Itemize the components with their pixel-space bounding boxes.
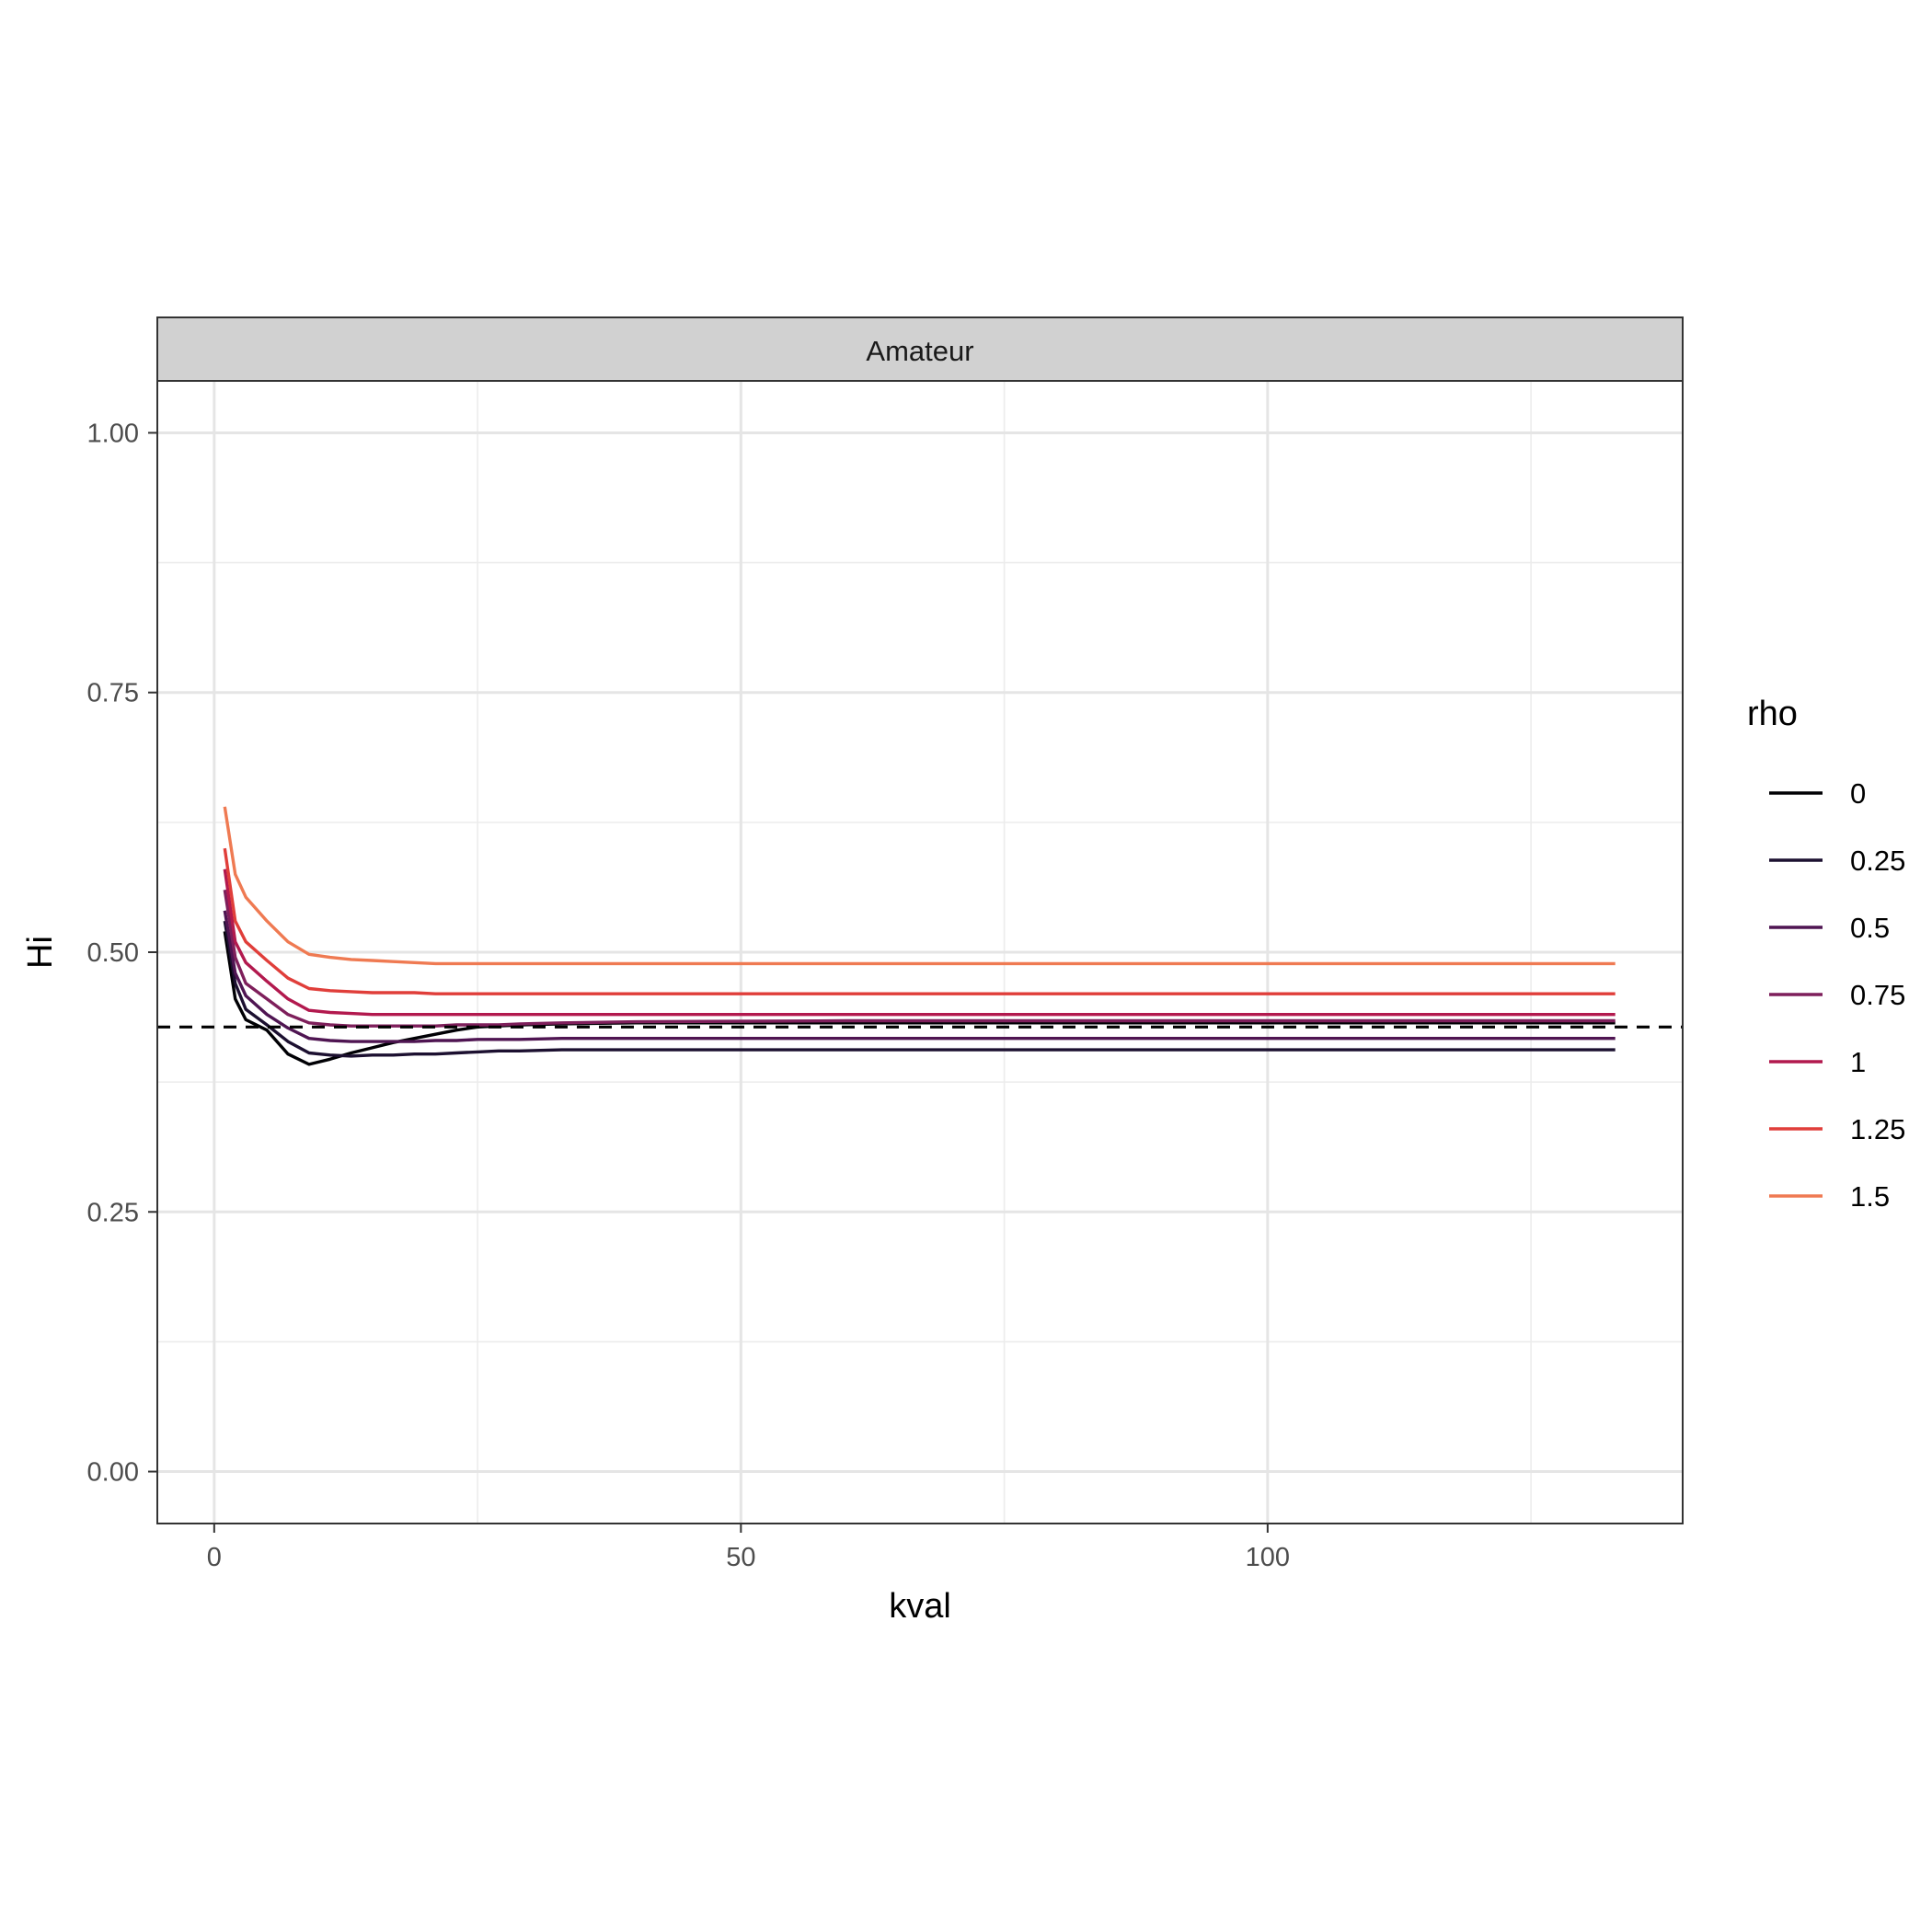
y-axis-title: Hi [21,936,60,969]
y-tick-label: 0.75 [87,679,139,708]
x-axis-title: kval [889,1587,951,1626]
legend-label: 0.5 [1850,912,1890,944]
grid-major [157,381,1683,1524]
legend-label: 1.5 [1850,1180,1890,1213]
x-tick-label: 0 [207,1543,222,1572]
x-axis: 0 50 100 [207,1524,1290,1572]
y-tick-label: 0.25 [87,1198,139,1227]
series-line-rho-1 [223,868,1616,1017]
x-tick-label: 100 [1246,1543,1290,1572]
y-tick-label: 1.00 [87,419,139,448]
series-line-rho-0 [223,931,1616,1066]
series-line-rho-0.25 [223,920,1616,1058]
legend-label: 0.75 [1850,979,1905,1011]
y-axis: 0.00 0.25 0.50 0.75 1.00 [87,419,157,1488]
legend: 0 0.25 0.5 0.75 1 1.25 1.5 [1769,777,1905,1213]
legend-label: 1.25 [1850,1113,1905,1145]
facet-strip-label: Amateur [866,335,973,367]
legend-label: 0.25 [1850,845,1905,877]
series-line-rho-1.25 [223,847,1616,995]
series-line-rho-0.5 [223,910,1616,1043]
y-tick-label: 0.50 [87,938,139,968]
facet-strip [156,316,1684,382]
x-tick-label: 50 [726,1543,755,1572]
legend-title: rho [1747,695,1798,733]
legend-label: 1 [1850,1046,1866,1078]
legend-label: 0 [1850,777,1866,810]
y-tick-label: 0.00 [87,1458,139,1488]
series-line-rho-1.5 [223,806,1616,966]
